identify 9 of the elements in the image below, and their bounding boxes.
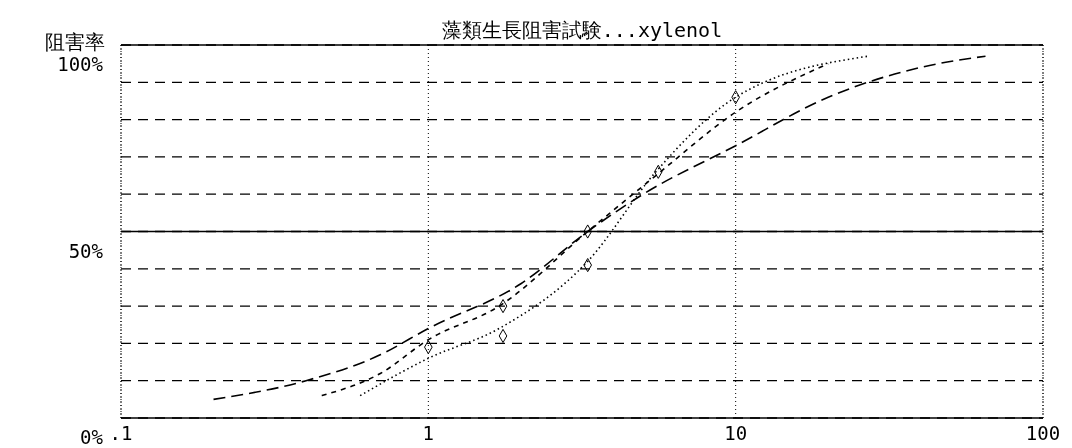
y-tick-label: 50% <box>68 239 104 262</box>
y-tick-label: 0% <box>80 426 104 448</box>
x-tick-label: 10 <box>724 422 748 444</box>
x-tick-label: .1 <box>109 422 133 444</box>
x-tick-label: 1 <box>422 422 435 444</box>
y-tick-label: 100% <box>57 53 104 75</box>
x-tick-label: 100 <box>1025 422 1061 444</box>
y-axis-title: 阻害率 <box>45 30 105 54</box>
chart-title: 藻類生長阻害試験...xylenol <box>441 18 723 42</box>
